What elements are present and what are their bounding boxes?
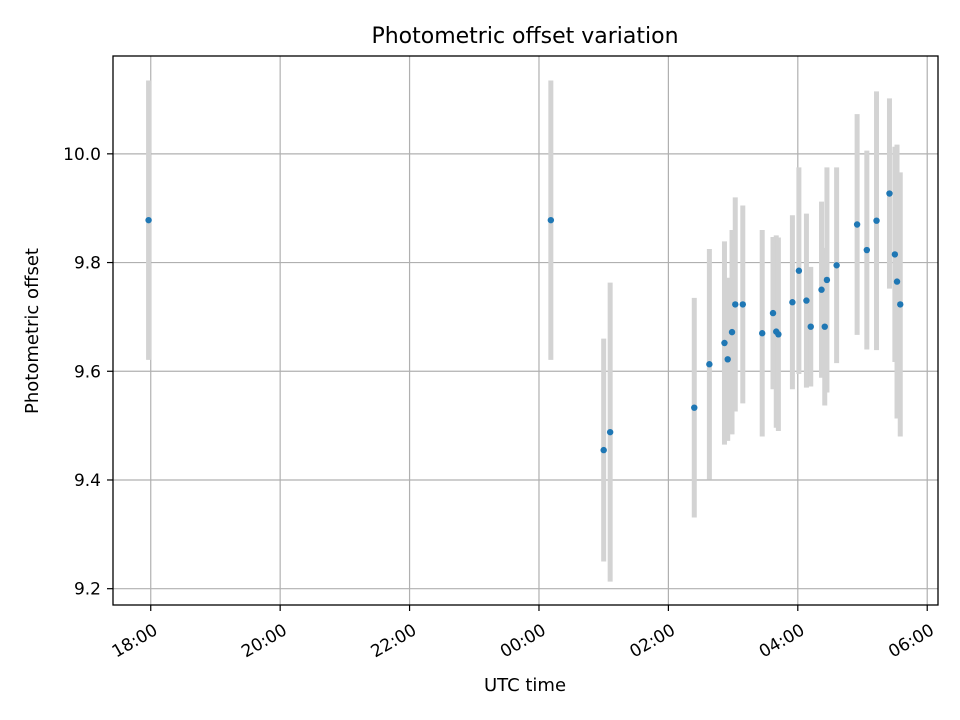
x-tick-label: 00:00	[497, 620, 549, 662]
chart-title: Photometric offset variation	[371, 24, 678, 49]
data-point	[739, 301, 747, 308]
data-point	[775, 331, 782, 338]
y-tick-label: 9.4	[74, 471, 101, 491]
x-tick-label: 20:00	[238, 620, 290, 662]
data-point	[873, 217, 880, 224]
x-tick-label: 02:00	[626, 620, 678, 662]
data-point	[803, 297, 810, 304]
data-point	[732, 301, 739, 308]
data-points	[145, 190, 904, 454]
y-tick-label: 9.2	[74, 580, 101, 600]
y-tick-label: 9.6	[74, 362, 101, 382]
data-point	[807, 323, 814, 330]
data-point	[547, 216, 555, 224]
x-tick-label: 18:00	[109, 620, 161, 662]
y-tick-label: 10.0	[63, 145, 101, 165]
grid-lines	[113, 56, 938, 605]
data-point	[721, 339, 728, 347]
data-point	[853, 221, 861, 228]
data-point	[691, 404, 698, 411]
data-point	[759, 330, 766, 337]
data-point	[606, 428, 614, 436]
data-point	[795, 267, 803, 274]
y-tick-label: 9.8	[74, 254, 101, 274]
x-tick-label: 22:00	[368, 620, 420, 662]
data-point	[863, 246, 871, 254]
error-bars	[146, 80, 903, 582]
data-point	[724, 356, 731, 363]
data-point	[600, 446, 607, 454]
data-point	[821, 323, 828, 330]
data-point	[706, 361, 713, 368]
y-axis-label: Photometric offset	[22, 248, 43, 414]
data-point	[728, 328, 736, 336]
data-point	[789, 299, 796, 306]
x-axis-label: UTC time	[484, 675, 566, 696]
data-point	[893, 278, 901, 285]
x-tick-label: 04:00	[756, 620, 808, 662]
data-point	[818, 286, 825, 293]
data-point	[886, 190, 893, 197]
data-point	[823, 276, 831, 284]
data-point	[833, 262, 840, 269]
data-point	[891, 251, 899, 258]
plot-frame	[112, 55, 939, 606]
data-point	[145, 216, 152, 224]
data-point	[769, 309, 777, 317]
data-point	[897, 301, 904, 308]
x-tick-label: 06:00	[885, 620, 937, 662]
